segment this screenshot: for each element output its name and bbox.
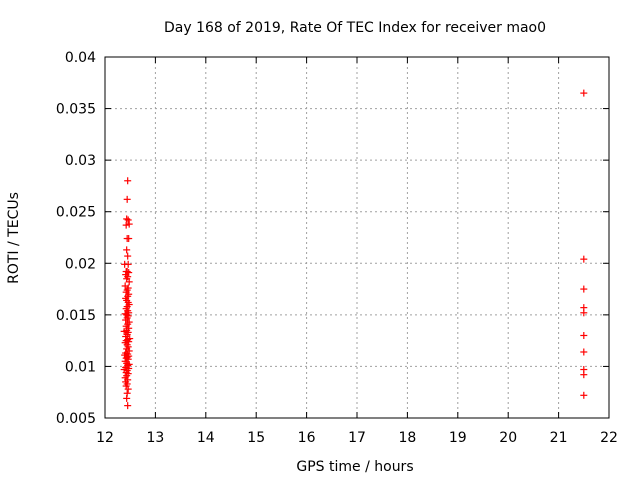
x-tick-label: 20 xyxy=(499,430,517,446)
y-tick-label: 0.04 xyxy=(65,50,96,66)
data-point xyxy=(580,285,588,293)
data-point xyxy=(580,391,588,399)
y-tick-label: 0.02 xyxy=(65,256,96,272)
data-point xyxy=(580,371,588,379)
x-tick-label: 13 xyxy=(146,430,164,446)
data-point xyxy=(125,235,133,243)
data-point xyxy=(120,327,128,335)
x-tick-label: 15 xyxy=(247,430,265,446)
x-axis-label: GPS time / hours xyxy=(296,459,413,475)
data-point xyxy=(123,215,131,223)
x-tick-label: 18 xyxy=(398,430,416,446)
data-point xyxy=(123,195,131,203)
y-tick-label: 0.025 xyxy=(56,205,96,221)
y-tick-label: 0.005 xyxy=(56,411,96,427)
x-tick-label: 16 xyxy=(298,430,316,446)
plot-frame xyxy=(104,56,610,419)
data-point xyxy=(121,260,129,268)
y-axis-label: ROTI / TECUs xyxy=(6,192,22,284)
y-tick-label: 0.015 xyxy=(56,308,96,324)
data-point xyxy=(125,278,133,286)
chart-title: Day 168 of 2019, Rate Of TEC Index for r… xyxy=(164,20,546,36)
x-tick-label: 22 xyxy=(600,430,618,446)
points-layer xyxy=(120,89,588,410)
y-tick-label: 0.035 xyxy=(56,102,96,118)
data-point xyxy=(124,216,132,224)
data-point xyxy=(124,252,132,260)
data-point xyxy=(124,177,132,185)
x-tick-label: 19 xyxy=(449,430,467,446)
data-point xyxy=(123,246,131,254)
x-tick-label: 17 xyxy=(348,430,366,446)
data-point xyxy=(122,221,130,229)
y-tick-label: 0.01 xyxy=(65,359,96,375)
grid-layer xyxy=(105,57,609,418)
data-point xyxy=(580,348,588,356)
data-point xyxy=(122,316,130,324)
data-point xyxy=(580,331,588,339)
x-tick-label: 12 xyxy=(96,430,114,446)
x-tick-label: 14 xyxy=(197,430,215,446)
data-point xyxy=(124,402,132,410)
data-point xyxy=(580,255,588,263)
y-tick-label: 0.03 xyxy=(65,153,96,169)
tick-labels-layer: 12 13 14 15 16 17 18 19 20 21 22 0.005 0.01 0.015 0.02… xyxy=(56,50,618,446)
data-point xyxy=(580,89,588,97)
data-point xyxy=(124,385,132,393)
data-point xyxy=(125,220,133,228)
data-point xyxy=(580,309,588,317)
data-point xyxy=(123,394,131,402)
x-tick-label: 21 xyxy=(550,430,568,446)
